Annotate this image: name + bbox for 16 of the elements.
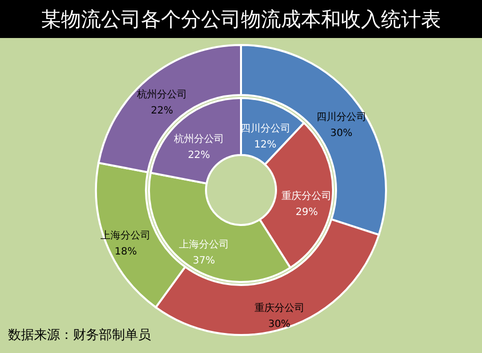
data-label: 22% <box>150 105 174 116</box>
category-label: 重庆分公司 <box>254 302 304 314</box>
slice-label: 四川分公司 <box>316 111 366 124</box>
data-label: 37% <box>192 256 216 267</box>
data-label: 18% <box>114 246 137 258</box>
chart-title: 某物流公司各个分公司物流成本和收入统计表 <box>41 7 441 31</box>
source-note: 数据来源：财务部制单员 <box>8 328 151 343</box>
data-label: 29% <box>296 207 318 218</box>
slice-label: 杭州分公司 <box>172 133 224 146</box>
slice-label: 重庆分公司 <box>282 190 332 202</box>
data-label: 30% <box>330 128 352 140</box>
data-label: 12% <box>254 140 276 151</box>
slice-label: 上海分公司 <box>178 238 229 251</box>
data-label: 22% <box>188 150 210 162</box>
data-label: 30% <box>268 318 290 330</box>
slice-label: 杭州分公司 <box>136 88 187 100</box>
